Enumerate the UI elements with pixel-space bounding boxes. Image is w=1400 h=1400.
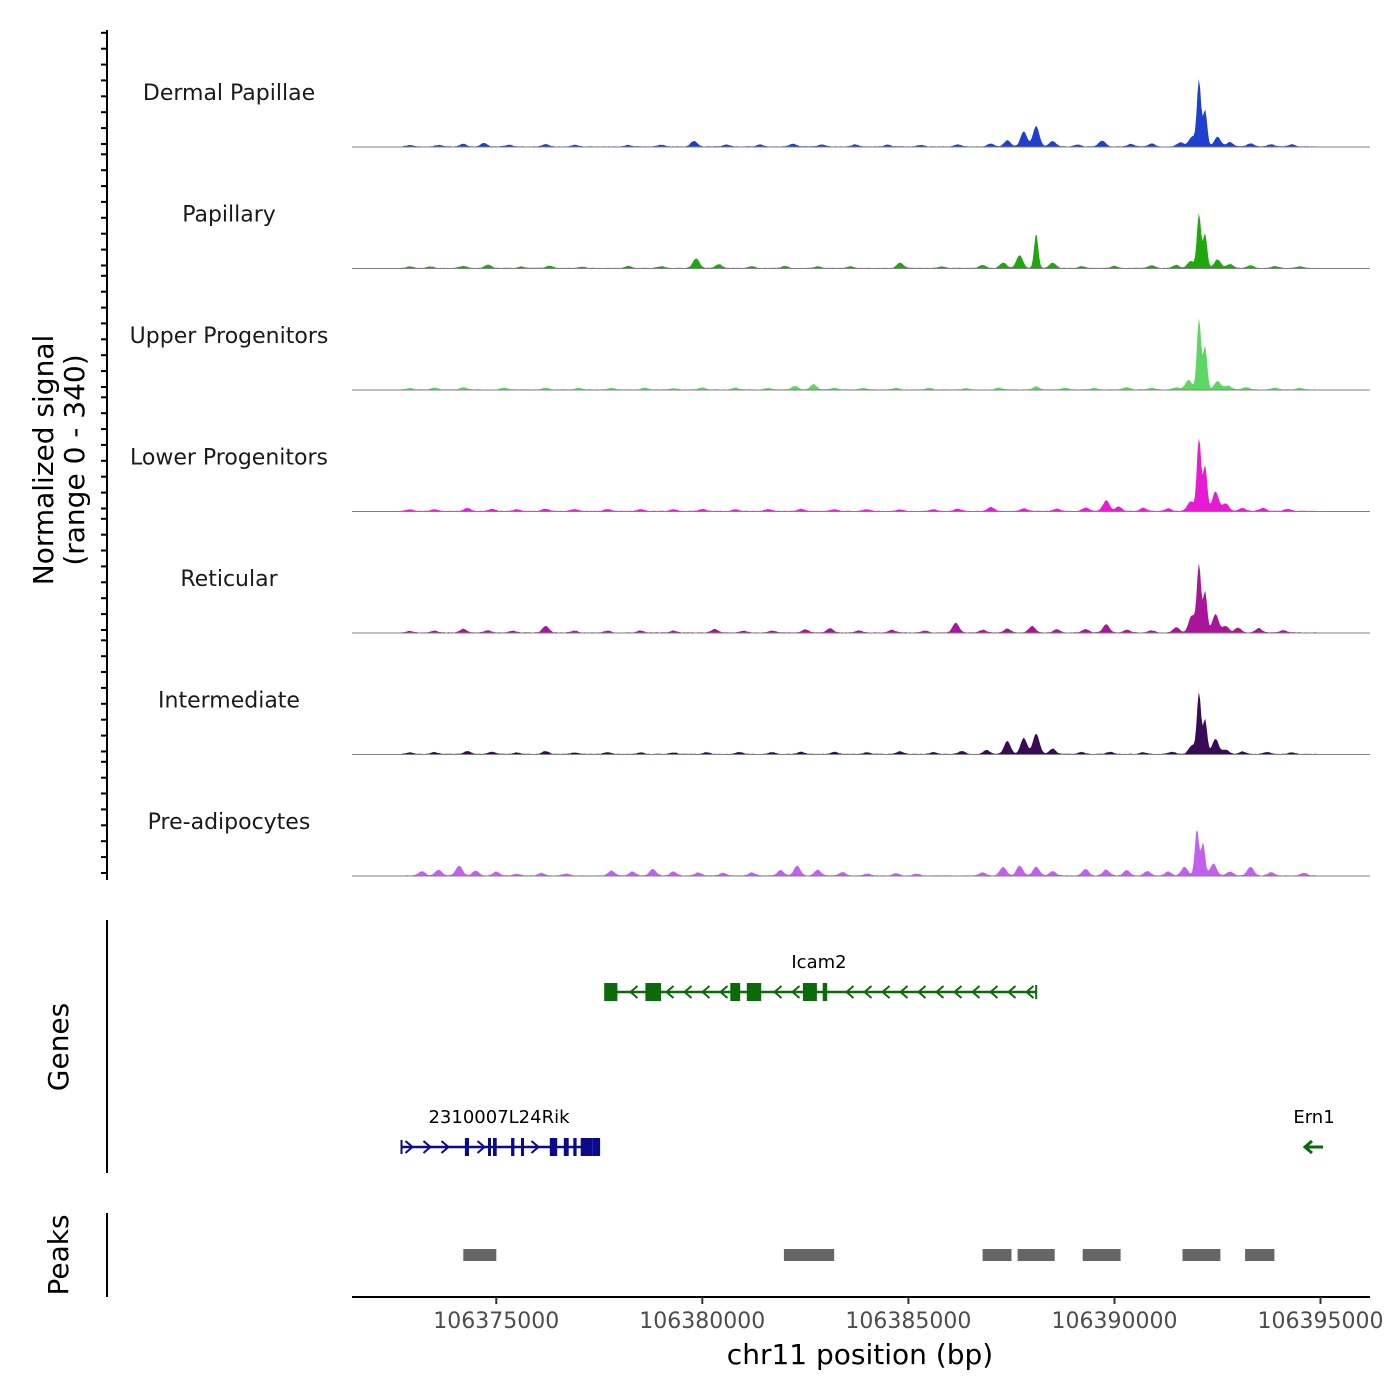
strand-chevron bbox=[682, 985, 693, 999]
signal-area bbox=[401, 213, 1317, 269]
track-dermal-papillae: Dermal Papillae bbox=[143, 79, 1370, 148]
signal-area bbox=[401, 563, 1317, 633]
track-lower-progenitors: Lower Progenitors bbox=[130, 438, 1370, 512]
peaks-panel-label: Peaks bbox=[42, 1214, 75, 1295]
exon bbox=[511, 1138, 515, 1156]
signal-area bbox=[401, 79, 1317, 147]
exon bbox=[488, 1138, 491, 1156]
track-label: Intermediate bbox=[158, 689, 300, 714]
signal-area bbox=[401, 438, 1317, 512]
track-label: Pre-adipocytes bbox=[148, 810, 311, 835]
track-label: Papillary bbox=[182, 203, 276, 228]
signal-area bbox=[401, 691, 1317, 755]
track-reticular: Reticular bbox=[180, 563, 1370, 634]
strand-chevron bbox=[916, 985, 927, 999]
strand-chevron bbox=[898, 985, 909, 999]
strand-chevron bbox=[844, 985, 855, 999]
exon bbox=[802, 983, 817, 1001]
exon bbox=[604, 983, 618, 1001]
gene-label: Ern1 bbox=[1293, 1107, 1334, 1128]
exon bbox=[746, 983, 762, 1001]
exon bbox=[563, 1138, 569, 1156]
peak-region bbox=[1082, 1249, 1121, 1261]
exon bbox=[573, 1138, 577, 1156]
exon bbox=[521, 1138, 524, 1156]
strand-chevron bbox=[700, 985, 711, 999]
y-axis-title: Normalized signal bbox=[27, 335, 60, 586]
peak-region bbox=[1245, 1249, 1275, 1261]
peak-region bbox=[783, 1249, 835, 1261]
track-label: Dermal Papillae bbox=[143, 81, 315, 106]
exon bbox=[645, 983, 662, 1001]
strand-chevron bbox=[862, 985, 873, 999]
peak-region bbox=[1182, 1249, 1221, 1261]
track-papillary: Papillary bbox=[182, 203, 1370, 269]
track-upper-progenitors: Upper Progenitors bbox=[130, 317, 1370, 391]
strand-chevron bbox=[404, 1140, 414, 1154]
exon bbox=[822, 983, 828, 1001]
signal-axis-ticks bbox=[101, 31, 107, 874]
strand-chevron bbox=[530, 1140, 540, 1154]
exon bbox=[592, 1138, 601, 1156]
track-label: Reticular bbox=[180, 567, 278, 592]
strand-chevron bbox=[422, 1140, 432, 1154]
y-axis-range-label: (range 0 - 340) bbox=[58, 354, 91, 565]
genes-panel-label: Genes bbox=[42, 1003, 75, 1091]
peak-region bbox=[1017, 1249, 1055, 1261]
strand-chevron bbox=[952, 985, 963, 999]
strand-chevron bbox=[718, 985, 729, 999]
strand-chevron bbox=[880, 985, 891, 999]
track-label: Lower Progenitors bbox=[130, 446, 328, 471]
peak-regions bbox=[463, 1249, 1275, 1261]
gene-icam2: Icam2 bbox=[604, 952, 1038, 1001]
signal-area bbox=[401, 830, 1317, 876]
x-tick-label: 106380000 bbox=[639, 1309, 765, 1334]
strand-chevron bbox=[440, 1140, 450, 1154]
gene-label: Icam2 bbox=[791, 952, 846, 973]
x-axis-title: chr11 position (bp) bbox=[727, 1338, 993, 1371]
gene-2310007l24rik: 2310007L24Rik bbox=[400, 1107, 601, 1156]
strand-chevron bbox=[790, 985, 801, 999]
coverage-tracks: Dermal Papillae Papillary Upper Progenitor… bbox=[130, 79, 1370, 877]
track-pre-adipocytes: Pre-adipocytes bbox=[148, 810, 1370, 877]
strand-chevron bbox=[664, 985, 675, 999]
gene-annotations: Icam2 2310007L24Rik Ern1 bbox=[400, 952, 1335, 1156]
gene-ern1: Ern1 bbox=[1293, 1107, 1335, 1155]
strand-chevron bbox=[934, 985, 945, 999]
peak-region bbox=[463, 1249, 497, 1261]
x-tick-label: 106375000 bbox=[433, 1309, 559, 1334]
gene-label: 2310007L24Rik bbox=[428, 1107, 570, 1128]
left-axes bbox=[101, 30, 108, 1297]
strand-chevron bbox=[1024, 985, 1035, 999]
strand-chevron bbox=[970, 985, 981, 999]
x-axis: 106375000 106380000 106385000 106390000 1063… bbox=[352, 1296, 1384, 1334]
peak-region bbox=[982, 1249, 1012, 1261]
track-label: Upper Progenitors bbox=[130, 324, 329, 349]
signal-area bbox=[401, 317, 1317, 390]
x-tick-label: 106395000 bbox=[1258, 1309, 1384, 1334]
x-tick-label: 106390000 bbox=[1052, 1309, 1178, 1334]
exon bbox=[580, 1138, 593, 1156]
exon bbox=[464, 1138, 469, 1156]
exon bbox=[549, 1138, 558, 1156]
strand-chevron bbox=[988, 985, 999, 999]
strand-chevron bbox=[772, 985, 783, 999]
track-intermediate: Intermediate bbox=[158, 689, 1370, 755]
exon bbox=[730, 983, 741, 1001]
exon bbox=[493, 1138, 497, 1156]
strand-chevron bbox=[628, 985, 639, 999]
strand-arrow bbox=[1302, 1139, 1313, 1155]
strand-chevron bbox=[476, 1140, 486, 1154]
strand-chevron bbox=[1006, 985, 1017, 999]
x-tick-label: 106385000 bbox=[845, 1309, 971, 1334]
